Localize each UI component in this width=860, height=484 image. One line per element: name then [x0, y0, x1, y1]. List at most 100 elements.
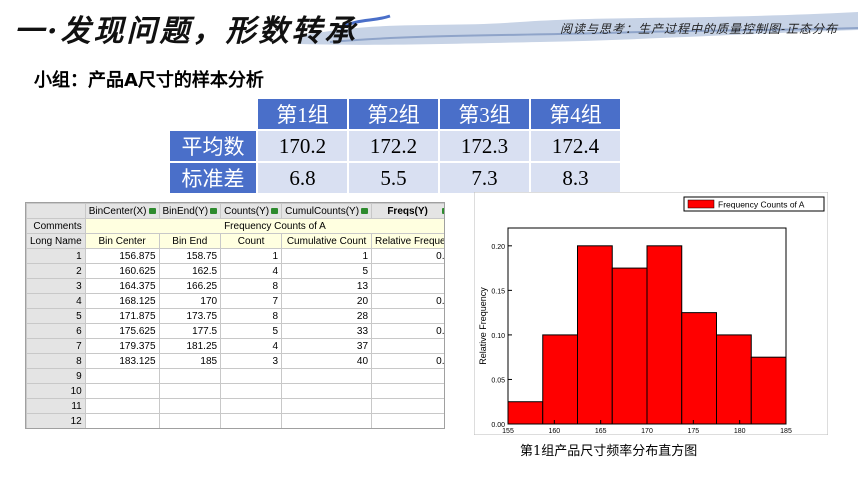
data-cell[interactable]: 1 — [281, 248, 373, 264]
col-header-cumulcounts[interactable]: CumulCounts(Y) — [281, 203, 373, 219]
row-header[interactable]: 11 — [26, 398, 86, 414]
data-cell[interactable]: 173.75 — [158, 308, 222, 324]
col-header-bincenter[interactable]: BinCenter(X) — [84, 203, 160, 219]
row-header[interactable]: 12 — [26, 413, 86, 428]
data-cell[interactable] — [281, 398, 373, 414]
data-cell[interactable] — [281, 383, 373, 399]
data-cell[interactable]: 4 — [220, 338, 283, 354]
data-cell[interactable]: 4 — [220, 263, 283, 279]
row-header[interactable]: 1 — [26, 248, 86, 264]
summary-value: 172.2 — [349, 131, 438, 161]
data-cell[interactable]: 183.125 — [84, 353, 160, 369]
data-cell[interactable] — [84, 368, 160, 384]
data-cell[interactable]: 0.175 — [371, 293, 444, 309]
data-cell[interactable]: 1 — [220, 248, 283, 264]
row-header[interactable]: 9 — [26, 368, 86, 384]
worksheet-corner-cell[interactable] — [26, 203, 86, 219]
data-cell[interactable] — [371, 398, 444, 414]
data-cell[interactable]: 185 — [158, 353, 222, 369]
data-cell[interactable]: 5 — [281, 263, 373, 279]
data-cell[interactable]: 40 — [281, 353, 373, 369]
col-header-counts[interactable]: Counts(Y) — [220, 203, 283, 219]
longname-cell[interactable]: Bin Center — [84, 233, 160, 249]
data-cell[interactable]: 164.375 — [84, 278, 160, 294]
data-cell[interactable] — [84, 413, 160, 428]
row-header[interactable]: 4 — [26, 293, 86, 309]
data-cell[interactable] — [281, 413, 373, 428]
data-cell[interactable]: 168.125 — [84, 293, 160, 309]
comments-cell[interactable]: Frequency Counts of A — [84, 218, 444, 234]
summary-col-2: 第2组 — [349, 99, 438, 129]
data-cell[interactable]: 171.875 — [84, 308, 160, 324]
histogram-bar — [716, 334, 752, 425]
data-cell[interactable]: 3 — [220, 353, 283, 369]
row-header[interactable]: 3 — [26, 278, 86, 294]
data-cell[interactable]: 20 — [281, 293, 373, 309]
data-cell[interactable]: 5 — [220, 323, 283, 339]
data-cell[interactable] — [371, 413, 444, 428]
data-cell[interactable] — [158, 368, 222, 384]
table-row: 9 — [26, 368, 444, 384]
col-header-freqs[interactable]: Freqs(Y) — [371, 203, 444, 219]
data-cell[interactable]: 0.2 — [371, 278, 444, 294]
data-cell[interactable] — [84, 398, 160, 414]
longname-cell[interactable]: Relative Frequency — [371, 233, 444, 249]
data-cell[interactable]: 8 — [220, 308, 283, 324]
row-header[interactable]: 8 — [26, 353, 86, 369]
data-cell[interactable]: 0.075 — [371, 353, 444, 369]
data-cell[interactable] — [281, 368, 373, 384]
row-header[interactable]: 5 — [26, 308, 86, 324]
longname-cell[interactable]: Count — [220, 233, 283, 249]
data-cell[interactable] — [158, 413, 222, 428]
comments-row-header[interactable]: Comments — [26, 218, 86, 234]
data-cell[interactable]: 179.375 — [84, 338, 160, 354]
data-cell[interactable]: 177.5 — [158, 323, 222, 339]
data-cell[interactable]: 175.625 — [84, 323, 160, 339]
worksheet-grid[interactable]: BinCenter(X) BinEnd(Y) Counts(Y) CumulCo… — [26, 203, 444, 428]
data-cell[interactable]: 0.1 — [371, 263, 444, 279]
summary-value: 7.3 — [440, 163, 529, 193]
data-cell[interactable] — [84, 383, 160, 399]
data-cell[interactable]: 158.75 — [158, 248, 222, 264]
data-cell[interactable]: 0.2 — [371, 308, 444, 324]
data-cell[interactable]: 166.25 — [158, 278, 222, 294]
data-cell[interactable] — [158, 398, 222, 414]
col-header-binend[interactable]: BinEnd(Y) — [158, 203, 222, 219]
data-cell[interactable] — [158, 383, 222, 399]
data-cell[interactable]: 181.25 — [158, 338, 222, 354]
data-cell[interactable] — [371, 383, 444, 399]
x-tick-label: 165 — [595, 428, 607, 435]
data-cell[interactable]: 170 — [158, 293, 222, 309]
data-cell[interactable]: 8 — [220, 278, 283, 294]
worksheet[interactable]: BinCenter(X) BinEnd(Y) Counts(Y) CumulCo… — [25, 202, 445, 429]
data-cell[interactable]: 37 — [281, 338, 373, 354]
longname-row-header[interactable]: Long Name — [26, 233, 86, 249]
data-cell[interactable] — [220, 398, 283, 414]
data-cell[interactable]: 33 — [281, 323, 373, 339]
data-cell[interactable]: 13 — [281, 278, 373, 294]
row-header[interactable]: 10 — [26, 383, 86, 399]
longname-cell[interactable]: Bin End — [158, 233, 222, 249]
data-cell[interactable]: 0.125 — [371, 323, 444, 339]
data-cell[interactable]: 0.1 — [371, 338, 444, 354]
summary-row-std: 标准差 6.8 5.5 7.3 8.3 — [170, 163, 620, 193]
data-cell[interactable]: 160.625 — [84, 263, 160, 279]
data-cell[interactable] — [220, 368, 283, 384]
data-cell[interactable] — [220, 383, 283, 399]
data-cell[interactable]: 162.5 — [158, 263, 222, 279]
data-cell[interactable]: 7 — [220, 293, 283, 309]
data-cell[interactable] — [371, 368, 444, 384]
x-tick-label: 185 — [780, 428, 792, 435]
lock-icon — [148, 207, 156, 214]
row-header[interactable]: 2 — [26, 263, 86, 279]
row-header[interactable]: 6 — [26, 323, 86, 339]
data-cell[interactable]: 0.025 — [371, 248, 444, 264]
row-header[interactable]: 7 — [26, 338, 86, 354]
y-axis-label: Relative Frequency — [478, 287, 488, 365]
longname-cell[interactable]: Cumulative Count — [281, 233, 373, 249]
lock-icon — [361, 207, 369, 214]
data-cell[interactable] — [220, 413, 283, 428]
data-cell[interactable]: 156.875 — [84, 248, 160, 264]
data-cell[interactable]: 28 — [281, 308, 373, 324]
